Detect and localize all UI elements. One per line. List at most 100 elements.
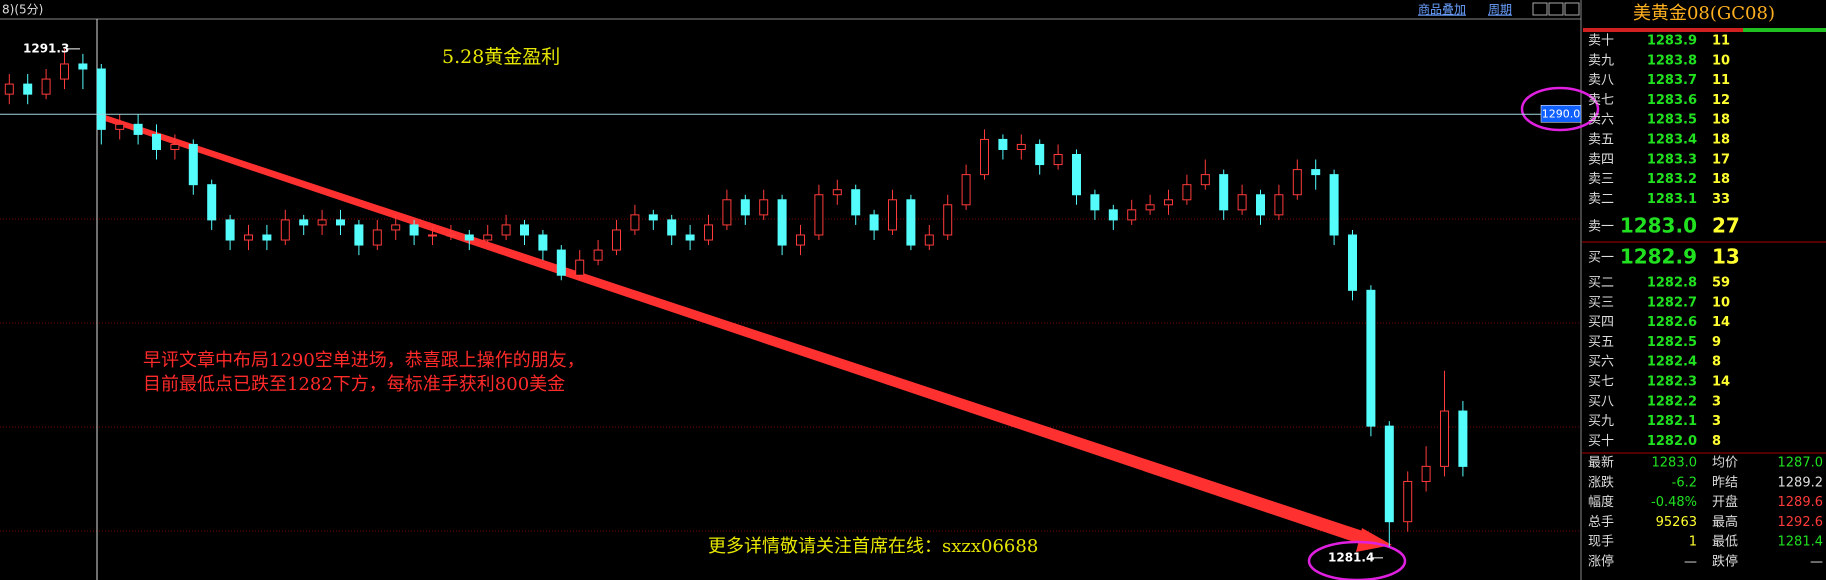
- book-price: 1283.3: [1647, 152, 1697, 167]
- candle-body: [170, 143, 180, 150]
- book-label: 买七: [1588, 375, 1614, 390]
- book-price: 1283.5: [1647, 113, 1697, 128]
- book-volume: 8: [1712, 434, 1721, 449]
- candle-body: [961, 174, 971, 206]
- candle-body: [1200, 174, 1210, 186]
- candle-body: [188, 143, 198, 186]
- book-price: 1283.1: [1647, 192, 1697, 207]
- candle-body: [372, 229, 382, 246]
- stat-label: 涨跌: [1588, 474, 1614, 490]
- book-price: 1283.4: [1647, 133, 1697, 148]
- candle-body: [501, 224, 511, 236]
- book-label: 买四: [1588, 315, 1614, 330]
- candle-body: [888, 199, 897, 231]
- candle-body: [244, 234, 253, 241]
- overlay-link[interactable]: 商品叠加: [1418, 2, 1466, 17]
- stat-label: 现手: [1588, 535, 1614, 550]
- book-label: 买九: [1588, 414, 1614, 429]
- candle-body: [1035, 143, 1045, 166]
- candle-body: [464, 234, 474, 241]
- candle-body: [612, 229, 621, 251]
- candle-body: [1348, 234, 1357, 291]
- book-volume: 10: [1712, 295, 1730, 310]
- icon[interactable]: [1532, 2, 1548, 16]
- icon[interactable]: [1548, 2, 1564, 16]
- book-volume: 59: [1712, 276, 1730, 291]
- candle-body: [1053, 154, 1063, 166]
- book-label: 卖二: [1588, 192, 1614, 207]
- candle-body: [133, 123, 143, 135]
- candle-body: [1164, 199, 1173, 206]
- book-label: 卖七: [1588, 93, 1614, 108]
- icon[interactable]: [1564, 2, 1580, 16]
- toolbar-icons: [1532, 2, 1580, 16]
- price-line-label: 1290.0: [1542, 107, 1581, 120]
- candle-body: [1403, 480, 1413, 523]
- stat-value: 1: [1689, 535, 1697, 550]
- book-label: 卖八: [1588, 73, 1614, 88]
- candle-body: [796, 234, 805, 246]
- book-volume: 18: [1712, 113, 1730, 128]
- trend-arrow: [99, 113, 1372, 546]
- book-volume: 18: [1712, 172, 1730, 187]
- book-price: 1282.1: [1647, 414, 1697, 429]
- book-volume: 27: [1712, 214, 1740, 238]
- stat-label: 跌停: [1712, 554, 1738, 570]
- book-label: 卖一: [1588, 220, 1614, 235]
- candle-body: [446, 234, 456, 237]
- candle-body: [391, 224, 401, 231]
- candle-body: [23, 83, 33, 95]
- period-link[interactable]: 周期: [1488, 3, 1512, 17]
- book-label: 卖十: [1588, 34, 1614, 49]
- candle-body: [1145, 204, 1155, 211]
- stat-label: 总手: [1588, 515, 1614, 530]
- footer-note: 更多详情敬请关注首席在线：sxzx06688: [708, 536, 1038, 557]
- candle-body: [409, 224, 419, 236]
- candle-body: [1108, 209, 1118, 221]
- candle-body: [483, 234, 493, 241]
- book-label: 买三: [1588, 295, 1614, 310]
- candle-body: [60, 63, 69, 80]
- stat-value: —: [1810, 555, 1823, 570]
- book-price: 1282.4: [1647, 355, 1697, 370]
- candle-body: [869, 214, 879, 231]
- stat-value: 1283.0: [1652, 456, 1698, 471]
- candle-body: [575, 259, 585, 276]
- book-price: 1282.3: [1647, 375, 1697, 390]
- stat-value: 1289.6: [1778, 495, 1824, 510]
- stat-value: -6.2: [1672, 475, 1697, 490]
- book-volume: 33: [1712, 192, 1730, 207]
- book-label: 买二: [1588, 276, 1614, 291]
- book-label: 卖三: [1588, 172, 1614, 187]
- book-label: 买一: [1588, 251, 1614, 266]
- stat-value: -0.48%: [1651, 495, 1697, 510]
- book-label: 卖九: [1588, 53, 1614, 68]
- candle-body: [336, 219, 345, 226]
- candle-body: [1237, 194, 1247, 211]
- candle-body: [96, 68, 106, 130]
- candle-body: [593, 249, 603, 261]
- candle-body: [4, 83, 14, 95]
- book-volume: 11: [1712, 73, 1730, 88]
- chart-title: 5.28黄金盈利: [442, 46, 560, 68]
- candle-body: [1072, 154, 1081, 196]
- period-label: 8)(5分): [2, 3, 43, 17]
- stat-value: —: [1684, 555, 1697, 570]
- book-price: 1283.0: [1620, 214, 1697, 238]
- candle-body: [78, 63, 88, 70]
- book-volume: 14: [1712, 315, 1730, 330]
- candle-body: [538, 234, 548, 251]
- panel-bar-green: [1743, 28, 1826, 32]
- candle-body: [1421, 465, 1431, 482]
- candle-body: [1090, 194, 1100, 211]
- candle-body: [1256, 194, 1265, 216]
- price-line-tag: [1540, 105, 1582, 123]
- book-label: 买十: [1588, 434, 1614, 449]
- book-volume: 17: [1712, 152, 1730, 167]
- low-label: 1281.4: [1328, 550, 1374, 564]
- candle-body: [980, 138, 989, 176]
- highlight-ellipse: [1307, 540, 1407, 580]
- candle-body: [1274, 194, 1284, 216]
- book-price: 1282.6: [1647, 315, 1697, 330]
